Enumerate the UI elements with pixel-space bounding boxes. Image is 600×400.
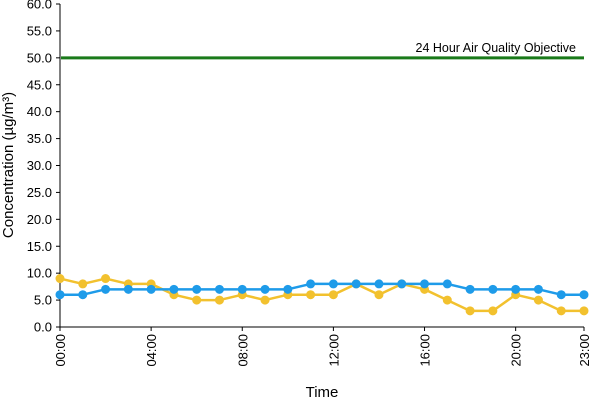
y-tick-label: 50.0 [27, 50, 52, 65]
y-tick-label: 30.0 [27, 158, 52, 173]
reference-line-label: 24 Hour Air Quality Objective [416, 41, 577, 55]
reference-line-group: 24 Hour Air Quality Objective [61, 41, 584, 60]
series-2-point [442, 279, 452, 289]
series-2-point [579, 290, 589, 300]
series-2-point [533, 284, 543, 294]
series-2-point [397, 279, 407, 289]
x-tick-label: 20:00 [509, 334, 524, 367]
series-1-point [306, 290, 316, 300]
x-axis-title: Time [306, 384, 339, 400]
series-2-point [146, 284, 156, 294]
series-2-point [283, 284, 293, 294]
x-tick-label: 00:00 [53, 334, 68, 367]
series-2-point [260, 284, 270, 294]
series-2-point [511, 284, 521, 294]
series-group [55, 274, 589, 316]
x-tick-label: 08:00 [235, 334, 250, 367]
series-1-point [488, 306, 498, 316]
series-2-point [192, 284, 202, 294]
series-1-point [78, 279, 88, 289]
series-2-point [169, 284, 179, 294]
y-tick-label: 0.0 [34, 320, 52, 335]
y-tick-label: 15.0 [27, 239, 52, 254]
series-1-point [556, 306, 566, 316]
series-1-point [442, 295, 452, 305]
series-2-point [351, 279, 361, 289]
y-tick-label: 40.0 [27, 104, 52, 119]
series-2-point [374, 279, 384, 289]
y-tick-label: 5.0 [34, 293, 52, 308]
y-tick-label: 10.0 [27, 266, 52, 281]
series-2-point [306, 279, 316, 289]
y-axis-ticks: 0.0 5.0 10.0 15.0 20.0 25.0 30.0 35.0 40.0 45.0 50… [27, 0, 60, 335]
y-tick-label: 20.0 [27, 212, 52, 227]
series-1-point [328, 290, 338, 300]
series-2-line [60, 282, 584, 296]
x-axis-ticks: 00:00 04:00 08:00 12:00 16:00 20:00 23:00 [53, 327, 592, 367]
series-2-point [328, 279, 338, 289]
series-1-point [101, 274, 111, 284]
y-tick-label: 45.0 [27, 77, 52, 92]
x-tick-label: 16:00 [418, 334, 433, 367]
y-tick-label: 60.0 [27, 0, 52, 12]
x-tick-label: 23:00 [577, 334, 592, 367]
series-1-point [465, 306, 475, 316]
y-tick-label: 35.0 [27, 131, 52, 146]
series-1-point [55, 274, 65, 284]
y-axis-title: Concentration (µg/m³) [0, 92, 17, 238]
y-tick-label: 25.0 [27, 185, 52, 200]
series-2-point [556, 290, 566, 300]
series-2-point [55, 290, 65, 300]
series-1-point [579, 306, 589, 316]
series-2-point [78, 290, 88, 300]
series-2-point [465, 284, 475, 294]
series-1-point [533, 295, 543, 305]
series-1-point [260, 295, 270, 305]
series-2-point [123, 284, 133, 294]
series-2-point [101, 284, 111, 294]
series-2-point [488, 284, 498, 294]
series-1-point [214, 295, 224, 305]
series-2-point [420, 279, 430, 289]
x-tick-label: 12:00 [326, 334, 341, 367]
series-1-point [192, 295, 202, 305]
series-1-point [374, 290, 384, 300]
y-tick-label: 55.0 [27, 23, 52, 38]
series-2-point [214, 284, 224, 294]
x-tick-label: 04:00 [144, 334, 159, 367]
series-2-point [237, 284, 247, 294]
